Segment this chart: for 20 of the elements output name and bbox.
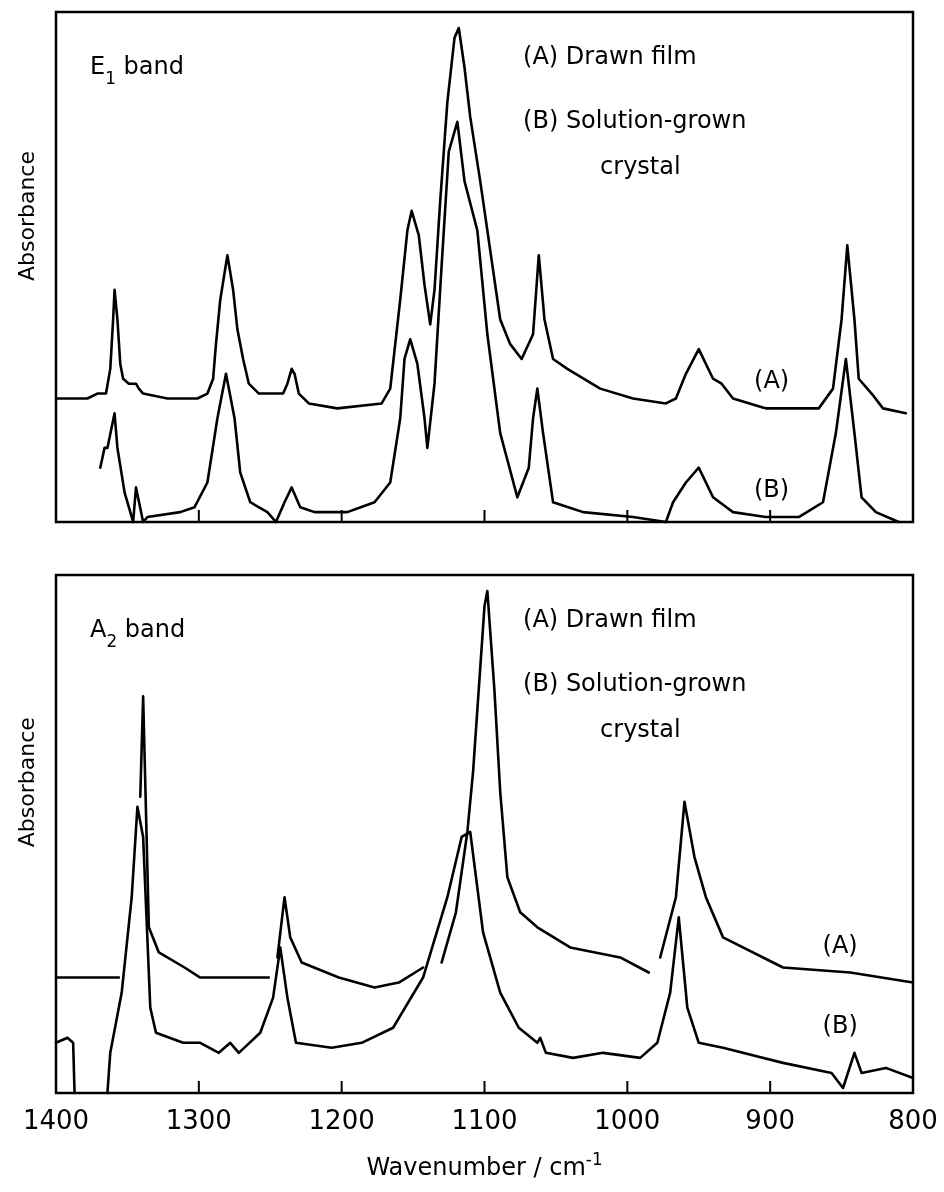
series-label: (A) xyxy=(754,366,790,395)
annotation: (B) Solution-grown crystal xyxy=(523,106,747,180)
x-tick-label: 800 xyxy=(888,1105,938,1135)
x-tick-label: 1400 xyxy=(22,1105,90,1135)
annotation: (B) Solution-grown crystal xyxy=(523,669,747,743)
annotation: (A) Drawn film xyxy=(523,605,697,633)
y-axis-title: Absorbance xyxy=(14,150,39,282)
series-label: (B) xyxy=(753,475,790,504)
annotation: (A) Drawn film xyxy=(523,42,697,70)
x-tick-label: 1100 xyxy=(451,1105,518,1135)
series-label: (B) xyxy=(822,1010,858,1039)
x-tick-label: 900 xyxy=(745,1105,795,1135)
x-tick-label: 1300 xyxy=(165,1105,232,1135)
annotation: A$_{2}$ band xyxy=(90,615,186,651)
x-axis-title: Wavenumber / cm$^{-1}$ xyxy=(366,1149,603,1181)
x-tick-label: 1000 xyxy=(594,1105,661,1135)
x-tick-label: 1200 xyxy=(308,1105,375,1135)
annotation: E$_{1}$ band xyxy=(90,52,184,88)
y-axis-title: Absorbance xyxy=(14,717,39,848)
series-label: (A) xyxy=(822,930,858,959)
